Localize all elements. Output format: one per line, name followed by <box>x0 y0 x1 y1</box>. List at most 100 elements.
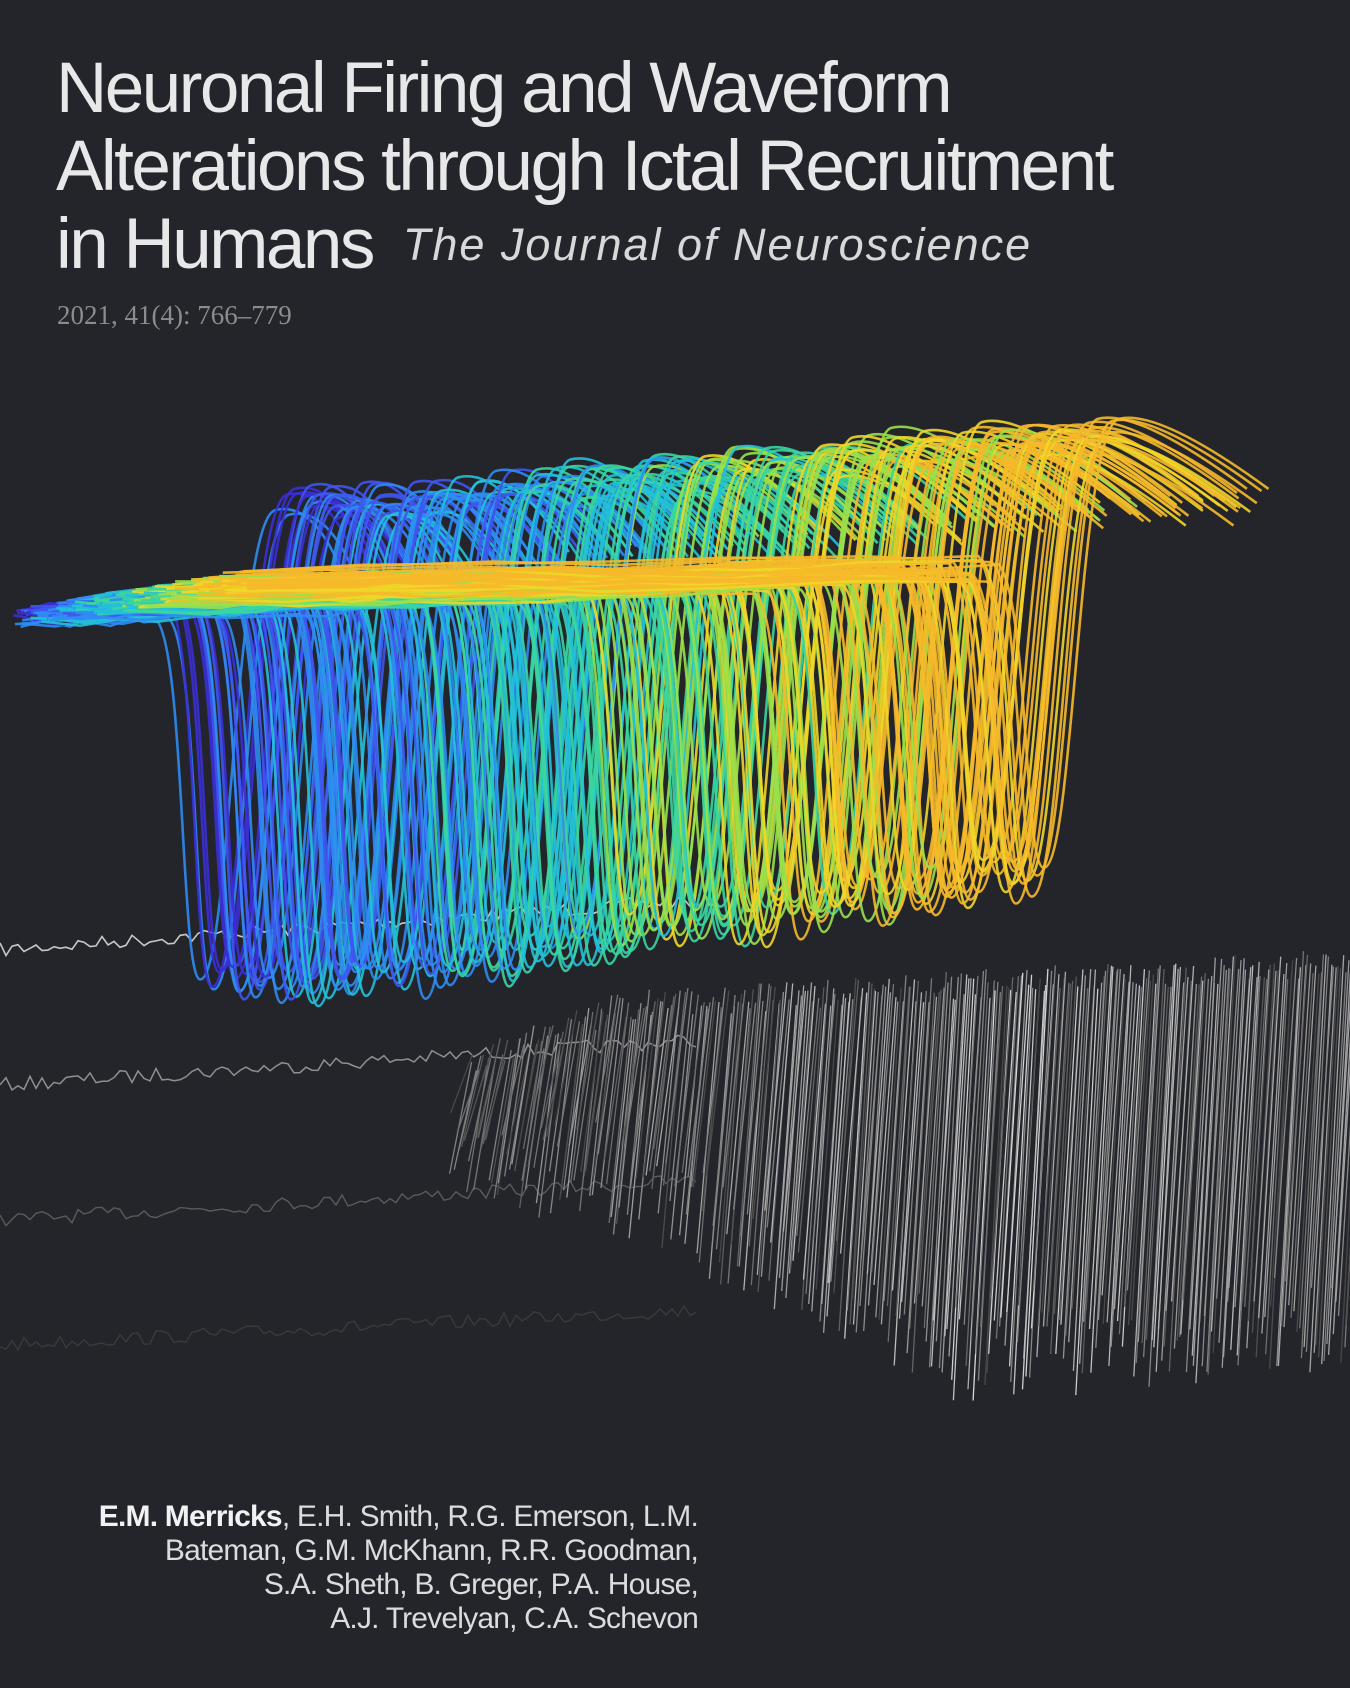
hatch-line <box>466 1057 490 1193</box>
hatch-line <box>898 992 923 1319</box>
title-block: Neuronal Firing and Waveform Alterations… <box>56 50 1316 284</box>
hatch-line <box>653 993 677 1150</box>
hatch-line <box>538 1038 562 1218</box>
author-line-1-rest: , E.H. Smith, R.G. Emerson, L.M. <box>281 1500 699 1533</box>
hatch-line <box>603 1016 628 1160</box>
hatch-line <box>808 1005 832 1304</box>
spike-waveform <box>228 424 1200 894</box>
hatch-line <box>886 986 911 1307</box>
hatch-line <box>860 984 884 1259</box>
spike-waveform <box>166 442 970 934</box>
hatch-line <box>1072 969 1097 1371</box>
hatch-line <box>883 975 907 1301</box>
spike-waveform <box>20 482 385 967</box>
hatch-line <box>851 988 876 1299</box>
hatch-line <box>963 969 987 1325</box>
hatch-line <box>1192 957 1216 1366</box>
hatch-line <box>726 1001 750 1235</box>
hatch-line <box>1296 973 1320 1333</box>
hatch-line <box>1310 966 1335 1288</box>
hatch-line <box>626 989 651 1215</box>
hatch-line <box>712 994 736 1226</box>
spike-waveform <box>243 418 1263 877</box>
spike-waveform <box>119 471 777 967</box>
hatch-line <box>776 990 800 1276</box>
hatch-line <box>752 986 776 1220</box>
hatch-line <box>1037 988 1061 1326</box>
author-list: E.M. Merricks, E.H. Smith, R.G. Emerson,… <box>40 1500 699 1636</box>
hatch-line <box>1161 982 1185 1361</box>
hatch-line <box>789 1001 814 1270</box>
spike-waveform <box>246 420 1238 864</box>
hatch-line <box>448 1061 473 1174</box>
hatch-line <box>477 1038 501 1138</box>
hatch-line <box>1237 976 1261 1366</box>
hatch-line <box>1331 999 1350 1289</box>
hatch-line <box>1127 980 1152 1326</box>
hatch-line <box>718 993 743 1263</box>
hatch-line <box>568 1023 592 1146</box>
hatch-line <box>1277 967 1302 1366</box>
hatch-line <box>1228 967 1252 1288</box>
hatch-line <box>1075 988 1099 1396</box>
hatch-line <box>935 976 959 1342</box>
hatch-line <box>827 993 851 1283</box>
hatch-line <box>623 1006 648 1148</box>
hatch-line <box>1270 960 1294 1307</box>
hatch-line <box>781 985 805 1292</box>
journal-name: The Journal of Neuroscience <box>402 219 1033 270</box>
hatch-line <box>960 970 985 1295</box>
author-line-2: Bateman, G.M. McKhann, R.R. Goodman, <box>164 1534 699 1567</box>
hatch-line <box>1079 982 1103 1364</box>
hatch-line <box>951 978 975 1380</box>
hatch-line <box>1124 978 1148 1307</box>
hatch-line <box>1133 983 1157 1377</box>
hatch-line <box>946 978 970 1330</box>
hatch-line <box>1023 984 1047 1359</box>
author-line-3: S.A. Sheth, B. Greger, P.A. House, <box>263 1568 699 1601</box>
hatch-line <box>573 1029 597 1181</box>
hatch-line <box>490 1057 515 1184</box>
hatch-line <box>642 991 666 1178</box>
hatch-line <box>503 1032 528 1177</box>
hatch-line <box>681 1002 705 1173</box>
hatch-line <box>1189 976 1213 1330</box>
hatch-line <box>1094 971 1118 1307</box>
hatch-line <box>1145 986 1169 1340</box>
hatch-line <box>941 994 965 1373</box>
hatch-line <box>998 975 1023 1327</box>
hatch-line <box>1293 965 1317 1312</box>
hatch-line <box>706 990 730 1176</box>
hatch-line <box>873 997 897 1286</box>
hatch-line <box>1261 973 1285 1334</box>
spike-waveform <box>96 457 669 944</box>
hatch-line <box>530 1025 554 1119</box>
hatch-line <box>746 983 770 1215</box>
hatch-line <box>908 978 933 1329</box>
hatch-line <box>1108 965 1132 1367</box>
hatch-line <box>855 991 879 1333</box>
lfp-trace <box>0 1175 697 1227</box>
hatch-line <box>990 977 1014 1299</box>
spike-waveform <box>142 459 844 932</box>
hatch-line <box>1071 985 1095 1309</box>
hatch-line <box>984 985 1008 1386</box>
hatch-line <box>1017 978 1041 1306</box>
hatch-line <box>618 1003 642 1208</box>
hatch-line <box>1060 969 1084 1325</box>
hatch-line <box>566 1008 590 1198</box>
hatch-line <box>1053 976 1077 1314</box>
hatch-line <box>955 976 979 1308</box>
hatch-line <box>460 1054 485 1147</box>
hatch-line <box>867 992 892 1306</box>
hatch-line <box>608 1016 632 1224</box>
hatch-line <box>944 974 968 1337</box>
spike-waveform <box>56 475 547 974</box>
hatch-line <box>788 982 813 1274</box>
hatch-line <box>849 983 873 1325</box>
hatch-line <box>1221 958 1245 1368</box>
hatch-line <box>610 1019 634 1218</box>
hatch-line <box>1176 984 1200 1341</box>
